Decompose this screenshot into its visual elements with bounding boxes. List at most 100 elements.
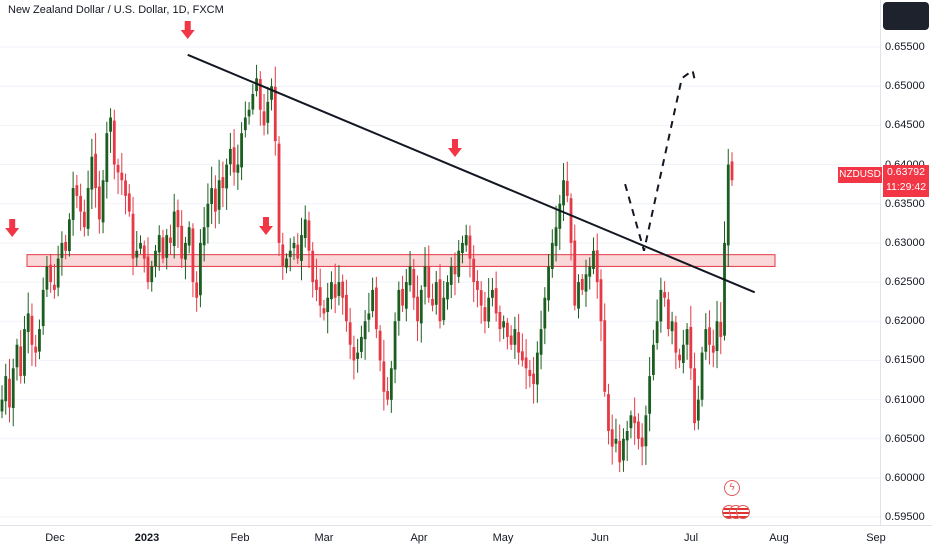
candle-body [423,266,427,287]
price-tick-label: 0.61500 [885,354,925,367]
candle-body [86,188,90,229]
candle-body [64,241,68,251]
candle-body [273,86,277,142]
candle-body [139,242,142,249]
candle-body [236,164,240,173]
candle-body [442,297,446,321]
candle-body [202,227,206,246]
candle-body [723,242,726,336]
price-tick-label: 0.65500 [885,41,925,53]
candle-body [157,235,161,253]
candle-body [487,297,491,322]
flag-icon[interactable] [722,502,750,522]
candle-body [479,290,483,306]
candle-body [206,203,210,228]
arrow-markers [5,21,462,237]
candle-body [700,352,704,400]
candle-body [461,242,464,253]
candle-body [228,148,232,165]
candle-body [225,164,229,189]
candle-body [337,282,341,296]
candle-body [558,203,562,229]
price-tick-label: 0.60000 [885,471,925,484]
projection-path[interactable] [624,68,697,252]
candle-body [648,376,652,414]
price-tick-label: 0.63000 [885,236,925,249]
candle-body [704,329,708,352]
candle-body [535,352,539,385]
price-tick-label: 0.65000 [885,80,925,93]
candle-body [371,289,375,312]
candle-body [453,266,457,275]
candle-body [476,281,479,290]
candle-body [315,279,318,290]
candle-body [75,185,79,196]
candle-body [685,329,689,345]
candle-body [607,394,610,431]
candle-body [146,256,150,283]
candle-body [502,321,506,328]
candle-body [333,284,337,298]
candle-body [232,147,236,173]
price-tick-label: 0.62000 [885,315,925,328]
candle-body [154,250,157,267]
candle-body [277,143,281,243]
price-tick-label: 0.64500 [885,119,925,132]
candle-body [543,297,547,329]
candle-body [127,193,131,212]
candle-body [30,315,34,345]
candle-body [120,172,124,181]
candle-body [367,313,371,320]
candle-body [348,322,352,345]
candle-body [408,266,412,286]
candle-body [438,279,442,322]
symbol-price-label: NZDUSD [838,167,882,183]
lightning-icon[interactable]: ϟ [724,480,740,496]
candle-body [592,250,595,269]
candle-body [622,438,625,461]
candle-body [730,161,734,181]
candle-body [41,289,45,327]
time-tick-label: Sep [866,532,886,544]
candle-body [341,281,345,298]
candle-body [97,186,101,220]
candle-body [270,86,273,100]
candle-body [82,211,86,228]
price-tick-label: 0.63500 [885,197,925,210]
candle-body [112,120,116,165]
candle-body [644,415,648,447]
support-zone [26,254,776,267]
candle-body [640,437,644,447]
candle-body [60,242,64,258]
candle-body [588,266,592,277]
candle-body [689,326,693,369]
candle-body [431,298,434,306]
price-tick-label: 0.60500 [885,432,925,445]
candle-body [633,416,637,424]
candle-body [285,258,288,268]
candle-body [4,376,8,402]
candle-body [457,250,461,277]
candle-body [307,220,311,251]
candle-body [374,287,378,330]
time-tick-label: 2023 [134,532,160,544]
price-tick-label: 0.61000 [885,393,925,406]
time-tick-label: Jun [591,532,609,544]
trendline[interactable] [187,53,756,294]
candle-body [217,180,221,210]
candle-body [554,227,558,247]
candle-body [610,429,614,447]
candle-body [26,313,30,332]
candle-body [172,211,176,246]
candle-body [71,188,75,220]
candle-body [427,265,431,298]
candle-body [618,440,622,463]
candle-body [169,237,172,243]
candle-body [681,344,685,363]
candle-body [303,219,307,239]
candle-body [210,188,214,204]
candle-body [696,399,700,421]
candle-body [131,213,135,259]
candle-body [562,180,565,206]
